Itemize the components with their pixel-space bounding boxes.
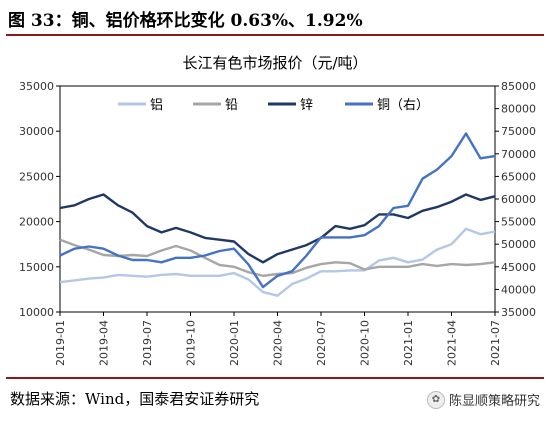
wechat-icon: ✿ <box>426 390 445 409</box>
right-tick-label: 45000 <box>501 261 536 274</box>
left-tick-label: 10000 <box>19 306 54 319</box>
right-tick-label: 65000 <box>501 170 536 183</box>
x-axis-ticks: 2019-01 2019-04 2019-07 2019-10 2020-01 2020-… <box>54 312 502 366</box>
right-axis-ticks: 35000 40000 45000 50000 55000 60000 65000 70000… <box>495 80 536 319</box>
chart-title: 长江有色市场报价（元/吨） <box>182 54 367 72</box>
right-tick-label: 85000 <box>501 80 536 93</box>
x-tick-label: 2020-01 <box>228 320 241 366</box>
left-tick-label: 35000 <box>19 80 54 93</box>
left-axis-ticks: 10000 15000 20000 25000 30000 35000 <box>19 80 60 319</box>
legend-label: 锌 <box>300 98 313 113</box>
legend-label: 铜（右） <box>377 98 429 113</box>
left-tick-label: 30000 <box>19 125 54 138</box>
right-tick-label: 55000 <box>501 216 536 229</box>
series-line <box>59 238 496 278</box>
legend-label: 铅 <box>225 98 238 113</box>
source-note: 数据来源：Wind，国泰君安证券研究 <box>10 390 260 408</box>
x-tick-label: 2020-07 <box>315 320 328 366</box>
x-tick-label: 2019-04 <box>98 320 111 366</box>
right-tick-label: 40000 <box>501 283 536 296</box>
source-rule <box>6 377 544 379</box>
x-tick-label: 2021-01 <box>402 320 415 366</box>
left-tick-label: 25000 <box>19 170 54 183</box>
plot-frame <box>59 85 496 313</box>
series-lines <box>59 132 496 297</box>
x-tick-label: 2019-10 <box>185 320 198 366</box>
watermark: ✿ 陈显顺策略研究 <box>426 390 540 409</box>
figure-title: 图 33：铜、铝价格环比变化 0.63%、1.92% <box>8 11 363 31</box>
watermark-text: 陈显顺策略研究 <box>448 394 540 409</box>
right-tick-label: 80000 <box>501 103 536 116</box>
series-line <box>59 227 496 297</box>
x-tick-label: 2021-07 <box>489 320 502 366</box>
legend-label: 铝 <box>150 98 163 113</box>
x-tick-label: 2020-04 <box>272 320 285 366</box>
right-tick-label: 70000 <box>501 148 536 161</box>
right-tick-label: 35000 <box>501 306 536 319</box>
series-line <box>59 132 496 289</box>
series-line <box>59 193 496 264</box>
price-chart: 长江有色市场报价（元/吨） 10000 15000 20000 25000 30000 3… <box>19 54 536 366</box>
x-tick-label: 2019-07 <box>141 320 154 366</box>
right-tick-label: 60000 <box>501 193 536 206</box>
x-tick-label: 2021-04 <box>446 320 459 366</box>
right-tick-label: 75000 <box>501 125 536 138</box>
left-tick-label: 20000 <box>19 216 54 229</box>
x-tick-label: 2019-01 <box>54 320 67 366</box>
left-tick-label: 15000 <box>19 261 54 274</box>
right-tick-label: 50000 <box>501 238 536 251</box>
title-rule <box>6 34 544 36</box>
legend: 铝 铅 锌 铜（右） <box>118 98 429 113</box>
x-tick-label: 2020-10 <box>359 320 372 366</box>
